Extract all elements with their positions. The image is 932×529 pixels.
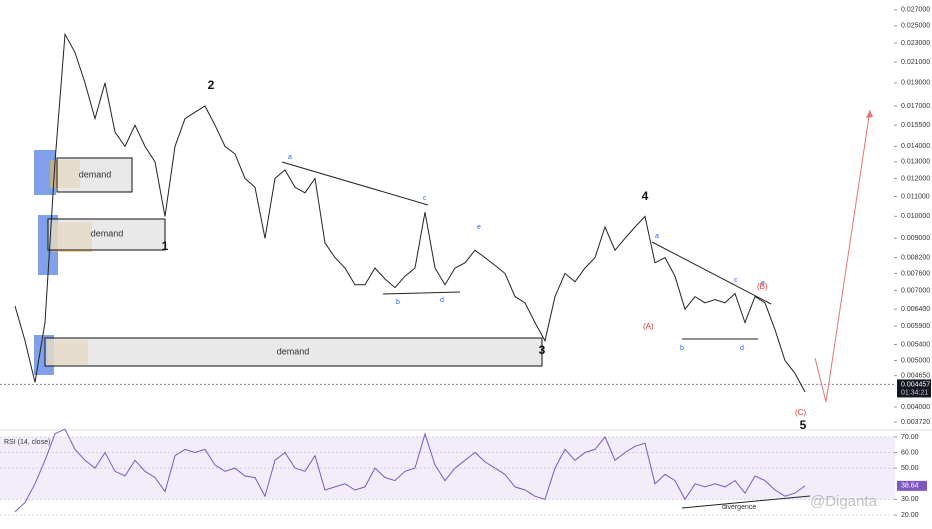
sub-label: b: [396, 299, 400, 306]
y-tick-label: 70.00: [901, 434, 919, 441]
y-tick-label: 0.012000: [901, 175, 930, 182]
wave-label: 4: [642, 189, 649, 203]
y-tick-label: 0.021000: [901, 59, 930, 66]
label: demand: [79, 169, 112, 179]
rsi-band: [0, 436, 895, 500]
y-tick-label: 0.019000: [901, 80, 930, 87]
sub-label: a: [288, 154, 292, 161]
y-tick-label: 0.003720: [901, 419, 930, 426]
sub-label: e: [477, 224, 481, 231]
wave-label: 2: [208, 78, 215, 92]
y-tick-label: 0.017000: [901, 103, 930, 110]
y-tick-label: 0.005400: [901, 341, 930, 348]
price-tag-timer: 01:34:21: [901, 389, 928, 396]
wave-label: 1: [162, 239, 169, 253]
sub-label: (B): [757, 282, 768, 291]
sub-label: c: [423, 195, 427, 202]
label: demand: [91, 228, 124, 238]
y-tick-label: 0.006400: [901, 306, 930, 313]
price-line: [14, 32, 806, 393]
y-tick-label: 0.023000: [901, 40, 930, 47]
y-tick-label: 0.004650: [901, 372, 930, 379]
projection-arrow: [814, 109, 871, 403]
sub-label: d: [740, 345, 744, 352]
y-tick-label: 0.009000: [901, 235, 930, 242]
sub-label: e: [761, 280, 765, 287]
wave-label: 3: [539, 343, 546, 357]
wave-label: 5: [800, 418, 807, 432]
divergence-label: divergence: [722, 504, 756, 511]
y-tick-label: 0.027000: [901, 7, 930, 14]
sub-label: c: [734, 277, 738, 284]
y-tick-label: 0.008200: [901, 254, 930, 261]
annotations: demand demand demand 1 2 3 4 5 a b c d e…: [79, 78, 807, 432]
y-tick-label: 0.015500: [901, 122, 930, 129]
price-line: [14, 428, 806, 513]
sub-label: d: [440, 297, 444, 304]
y-tick-label: 0.014000: [901, 143, 930, 150]
arrow-head: [866, 110, 873, 118]
y-tick-label: 0.010000: [901, 213, 930, 220]
sub-label: (C): [795, 408, 806, 417]
y-tick-label: 0.007600: [901, 270, 930, 277]
sub-label: (A): [643, 322, 654, 331]
rsi-tag: [897, 480, 927, 491]
y-tick-label: 0.004000: [901, 404, 930, 411]
y-tick-label: 0.011000: [901, 193, 930, 200]
rsi-title: RSI (14, close): [4, 439, 50, 446]
y-tick-label: 50.00: [901, 465, 919, 472]
label: demand: [277, 346, 310, 356]
trendlines: [281, 161, 811, 509]
y-tick-label: 0.005000: [901, 357, 930, 364]
price-tag-value: 0.004457: [901, 381, 930, 388]
watermark: @Diganta: [810, 493, 878, 510]
y-tick-label: 0.007000: [901, 287, 930, 294]
y-tick-label: 0.005900: [901, 323, 930, 330]
y-tick-label: 30.00: [901, 496, 919, 503]
sub-label: a: [655, 233, 659, 240]
y-tick-label: 20.00: [901, 512, 919, 519]
demand-zones: [44, 157, 543, 367]
price-tag: [897, 379, 931, 398]
sub-label: b: [680, 345, 684, 352]
rsi-tag-value: 38.64: [901, 483, 919, 490]
y-tick-label: 60.00: [901, 449, 919, 456]
y-tick-label: 0.013000: [901, 159, 930, 166]
y-tick-label: 0.025000: [901, 23, 930, 30]
